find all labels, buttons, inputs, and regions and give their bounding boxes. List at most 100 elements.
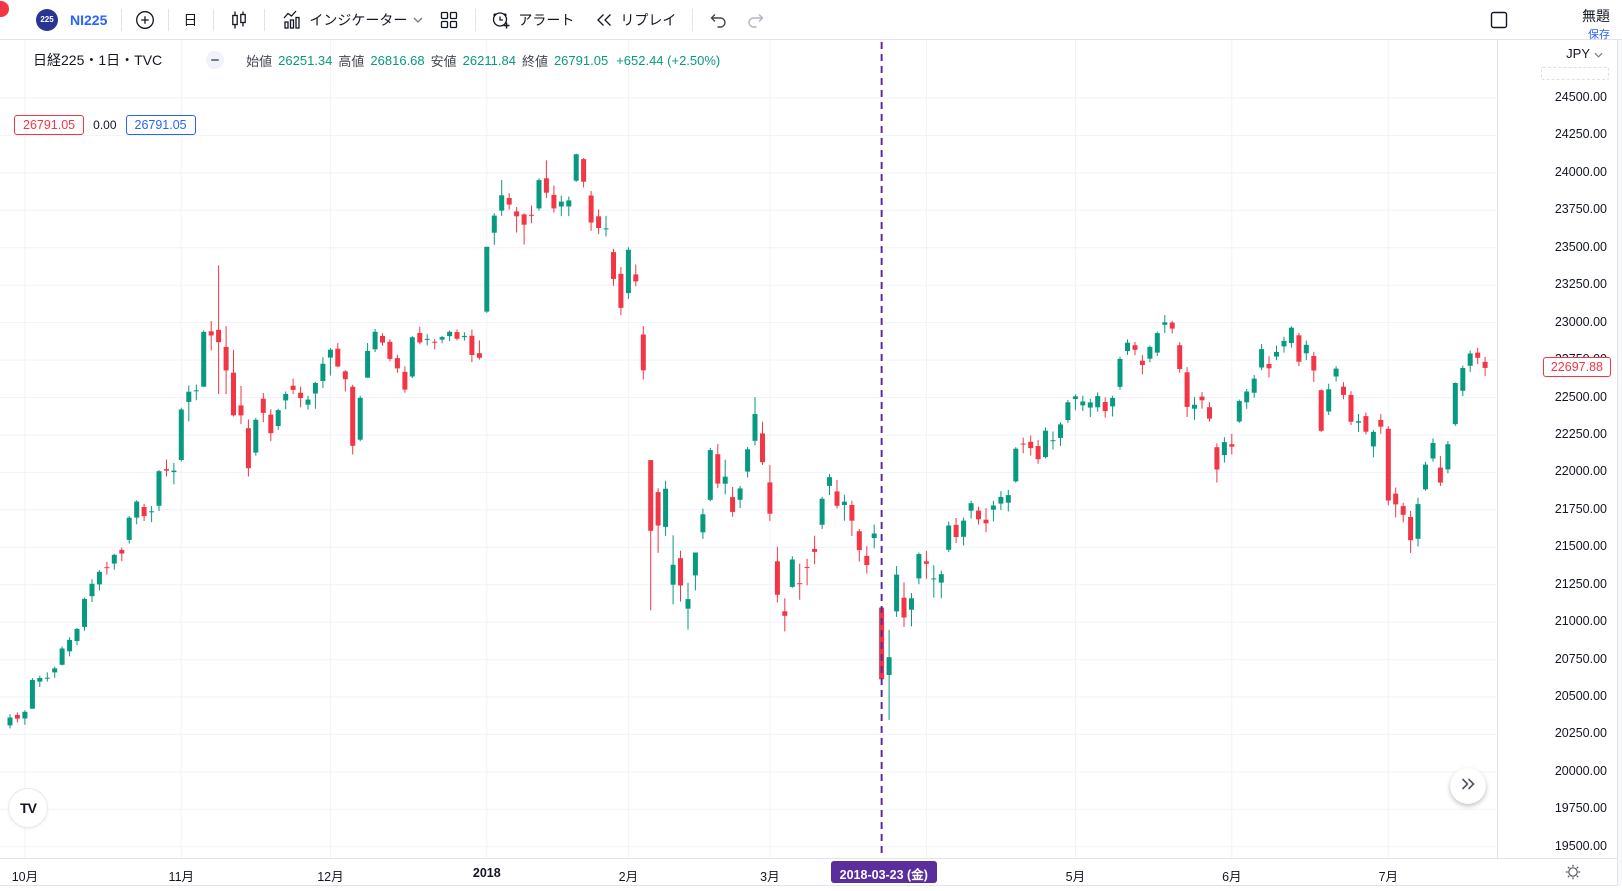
candle[interactable] (417, 333, 423, 343)
candle[interactable] (1475, 352, 1481, 358)
candle[interactable] (52, 668, 58, 673)
candle[interactable] (1058, 424, 1063, 438)
candle[interactable] (663, 488, 669, 527)
candle[interactable] (409, 337, 415, 377)
candle[interactable] (275, 410, 281, 426)
candle[interactable] (372, 331, 378, 350)
candle[interactable] (841, 501, 847, 505)
candle[interactable] (521, 214, 527, 225)
candle[interactable] (946, 525, 952, 550)
candle[interactable] (506, 198, 512, 205)
candle[interactable] (1072, 396, 1078, 399)
candle[interactable] (119, 549, 125, 554)
candle[interactable] (454, 332, 460, 339)
candle[interactable] (909, 598, 914, 610)
candle[interactable] (1207, 407, 1212, 419)
candle[interactable] (14, 715, 20, 719)
candle[interactable] (312, 383, 318, 394)
candle[interactable] (29, 679, 35, 709)
candle[interactable] (1035, 446, 1041, 460)
scroll-to-latest-button[interactable] (1450, 768, 1486, 804)
candle[interactable] (849, 505, 855, 521)
candle[interactable] (1139, 360, 1145, 365)
candle[interactable] (722, 476, 728, 484)
candle[interactable] (819, 498, 825, 525)
candle[interactable] (1385, 428, 1391, 501)
candle[interactable] (1430, 442, 1436, 459)
currency-selector[interactable]: JPY (1566, 46, 1603, 61)
tradingview-logo[interactable]: TV (8, 788, 48, 828)
candle[interactable] (1095, 396, 1101, 408)
candle[interactable] (1408, 517, 1414, 541)
candle[interactable] (737, 488, 743, 500)
candle[interactable] (208, 331, 214, 336)
candle[interactable] (253, 419, 259, 453)
candle[interactable] (1102, 402, 1108, 412)
candle[interactable] (1318, 390, 1324, 431)
candle[interactable] (1028, 441, 1034, 449)
candle[interactable] (290, 385, 296, 390)
candle[interactable] (245, 428, 251, 469)
candle[interactable] (730, 497, 736, 512)
candle[interactable] (1005, 495, 1011, 503)
candle[interactable] (1214, 447, 1220, 470)
candle[interactable] (283, 394, 289, 401)
indicators-button[interactable]: インジケーター (281, 9, 423, 31)
candle[interactable] (394, 358, 400, 369)
candle[interactable] (380, 335, 385, 343)
candle[interactable] (923, 561, 929, 564)
candle[interactable] (752, 414, 758, 441)
candle[interactable] (134, 501, 140, 518)
candle[interactable] (529, 214, 534, 216)
candle[interactable] (1423, 464, 1428, 490)
candle[interactable] (432, 341, 438, 343)
candle[interactable] (461, 335, 467, 338)
candle[interactable] (1229, 444, 1235, 447)
undo-button[interactable] (707, 9, 729, 31)
candle[interactable] (1356, 421, 1361, 423)
candle[interactable] (178, 409, 184, 461)
candle[interactable] (499, 195, 505, 211)
axis-settings-gear-icon[interactable] (1564, 863, 1582, 886)
candle[interactable] (82, 598, 87, 627)
candle[interactable] (1117, 358, 1123, 387)
candle[interactable] (1460, 368, 1466, 391)
candle[interactable] (342, 371, 348, 380)
candle[interactable] (901, 597, 907, 618)
candle[interactable] (961, 520, 967, 537)
candle[interactable] (111, 554, 117, 564)
candle[interactable] (886, 657, 892, 675)
candle[interactable] (633, 274, 639, 282)
candle[interactable] (201, 331, 207, 387)
collapse-legend-button[interactable] (206, 51, 225, 69)
candle[interactable] (894, 574, 900, 612)
candle[interactable] (1050, 440, 1056, 442)
candle[interactable] (171, 470, 177, 473)
candle[interactable] (96, 571, 102, 585)
candle[interactable] (983, 519, 989, 524)
marker-date-label[interactable]: 2018-03-23 (金) (830, 861, 937, 883)
candle[interactable] (1169, 322, 1175, 329)
redo-button[interactable] (745, 9, 767, 31)
candle[interactable] (566, 200, 572, 207)
candle[interactable] (1065, 402, 1071, 420)
candle[interactable] (916, 554, 922, 579)
candle[interactable] (953, 524, 959, 537)
candle[interactable] (476, 353, 482, 358)
candle[interactable] (789, 559, 795, 587)
candle[interactable] (335, 348, 341, 367)
symbol-search-button[interactable]: 225 NI225 (36, 8, 107, 31)
fullscreen-button[interactable] (1490, 11, 1508, 34)
candle[interactable] (164, 469, 169, 471)
legend-symbol-title[interactable]: 日経225・1日・TVC (33, 52, 163, 68)
candle[interactable] (685, 599, 691, 609)
candle[interactable] (357, 397, 363, 440)
candle[interactable] (365, 350, 371, 378)
candle[interactable] (216, 329, 222, 343)
candle[interactable] (1125, 342, 1130, 352)
candle[interactable] (1303, 344, 1309, 354)
candle[interactable] (1259, 349, 1265, 368)
candle[interactable] (648, 460, 654, 531)
candle[interactable] (59, 648, 65, 665)
candle[interactable] (782, 611, 788, 616)
